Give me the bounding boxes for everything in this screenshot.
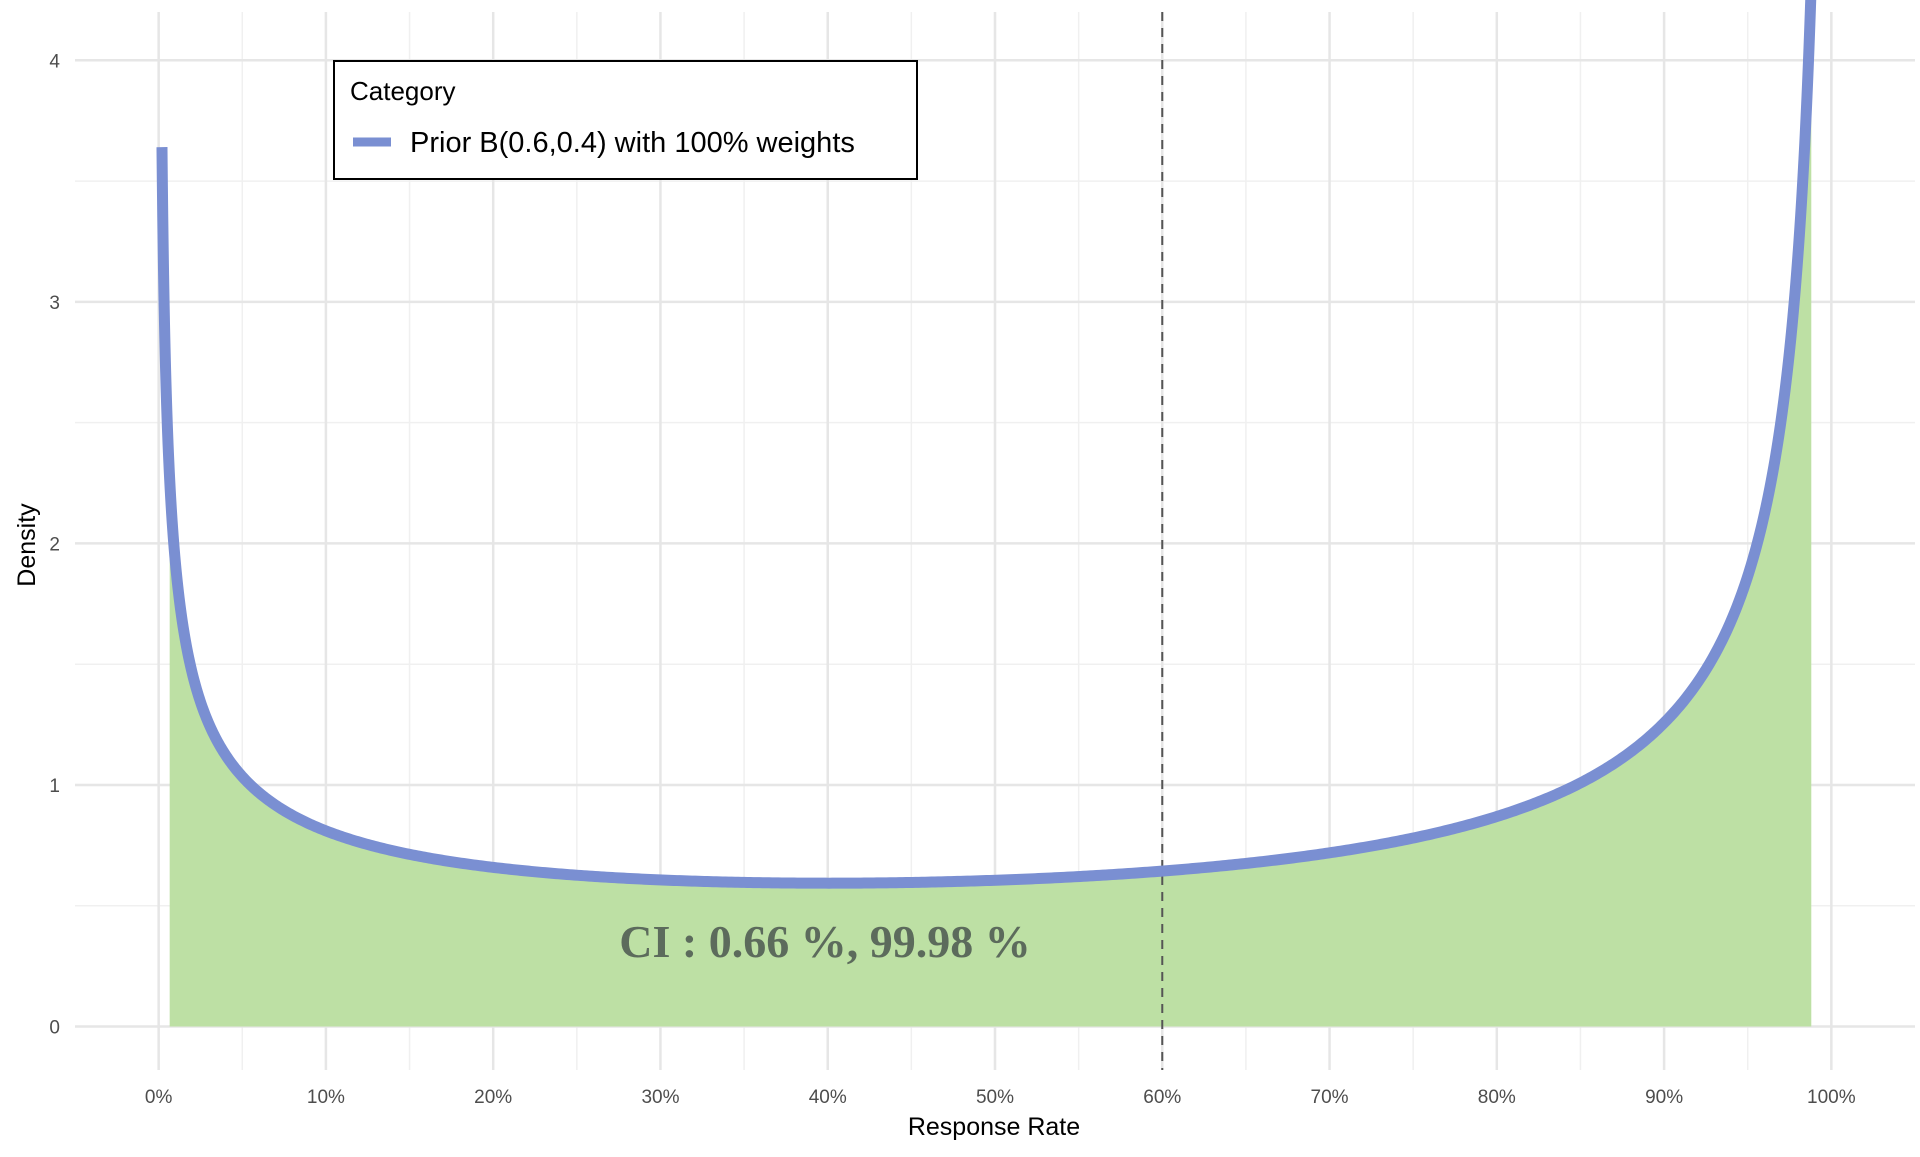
x-tick-label: 70% — [1311, 1087, 1349, 1108]
y-tick-label: 3 — [49, 293, 60, 314]
x-tick-label: 10% — [307, 1087, 345, 1108]
ci-shaded-area-layer — [169, 0, 1812, 1027]
x-tick-label: 50% — [976, 1087, 1014, 1108]
x-tick-label: 100% — [1807, 1087, 1856, 1108]
y-tick-label: 4 — [49, 51, 60, 72]
x-tick-label: 20% — [474, 1087, 512, 1108]
legend-entry-label: Prior B(0.6,0.4) with 100% weights — [410, 127, 855, 159]
x-tick-label: 0% — [145, 1087, 173, 1108]
x-tick-label: 30% — [641, 1087, 679, 1108]
density-curve — [156, 0, 1817, 889]
y-tick-labels: 0 1 2 3 4 — [49, 51, 60, 1038]
density-curve-layer — [156, 0, 1817, 889]
y-axis-title: Density — [13, 503, 41, 587]
y-tick-label: 2 — [49, 534, 60, 555]
ci-shaded-area — [169, 0, 1812, 1027]
x-tick-label: 80% — [1478, 1087, 1516, 1108]
ci-annotation: CI : 0.66 %, 99.98 % — [619, 916, 1030, 967]
x-tick-label: 90% — [1645, 1087, 1683, 1108]
y-tick-label: 0 — [49, 1018, 60, 1039]
legend-title: Category — [350, 76, 456, 106]
x-axis-title: Response Rate — [908, 1113, 1080, 1141]
x-tick-label: 40% — [809, 1087, 847, 1108]
y-tick-label: 1 — [49, 776, 60, 797]
legend: Category Prior B(0.6,0.4) with 100% weig… — [333, 60, 918, 180]
x-tick-labels: 0% 10% 20% 30% 40% 50% 60% 70% 80% 90% 100% — [145, 1087, 1856, 1108]
x-tick-label: 60% — [1143, 1087, 1181, 1108]
legend-box — [333, 60, 918, 180]
